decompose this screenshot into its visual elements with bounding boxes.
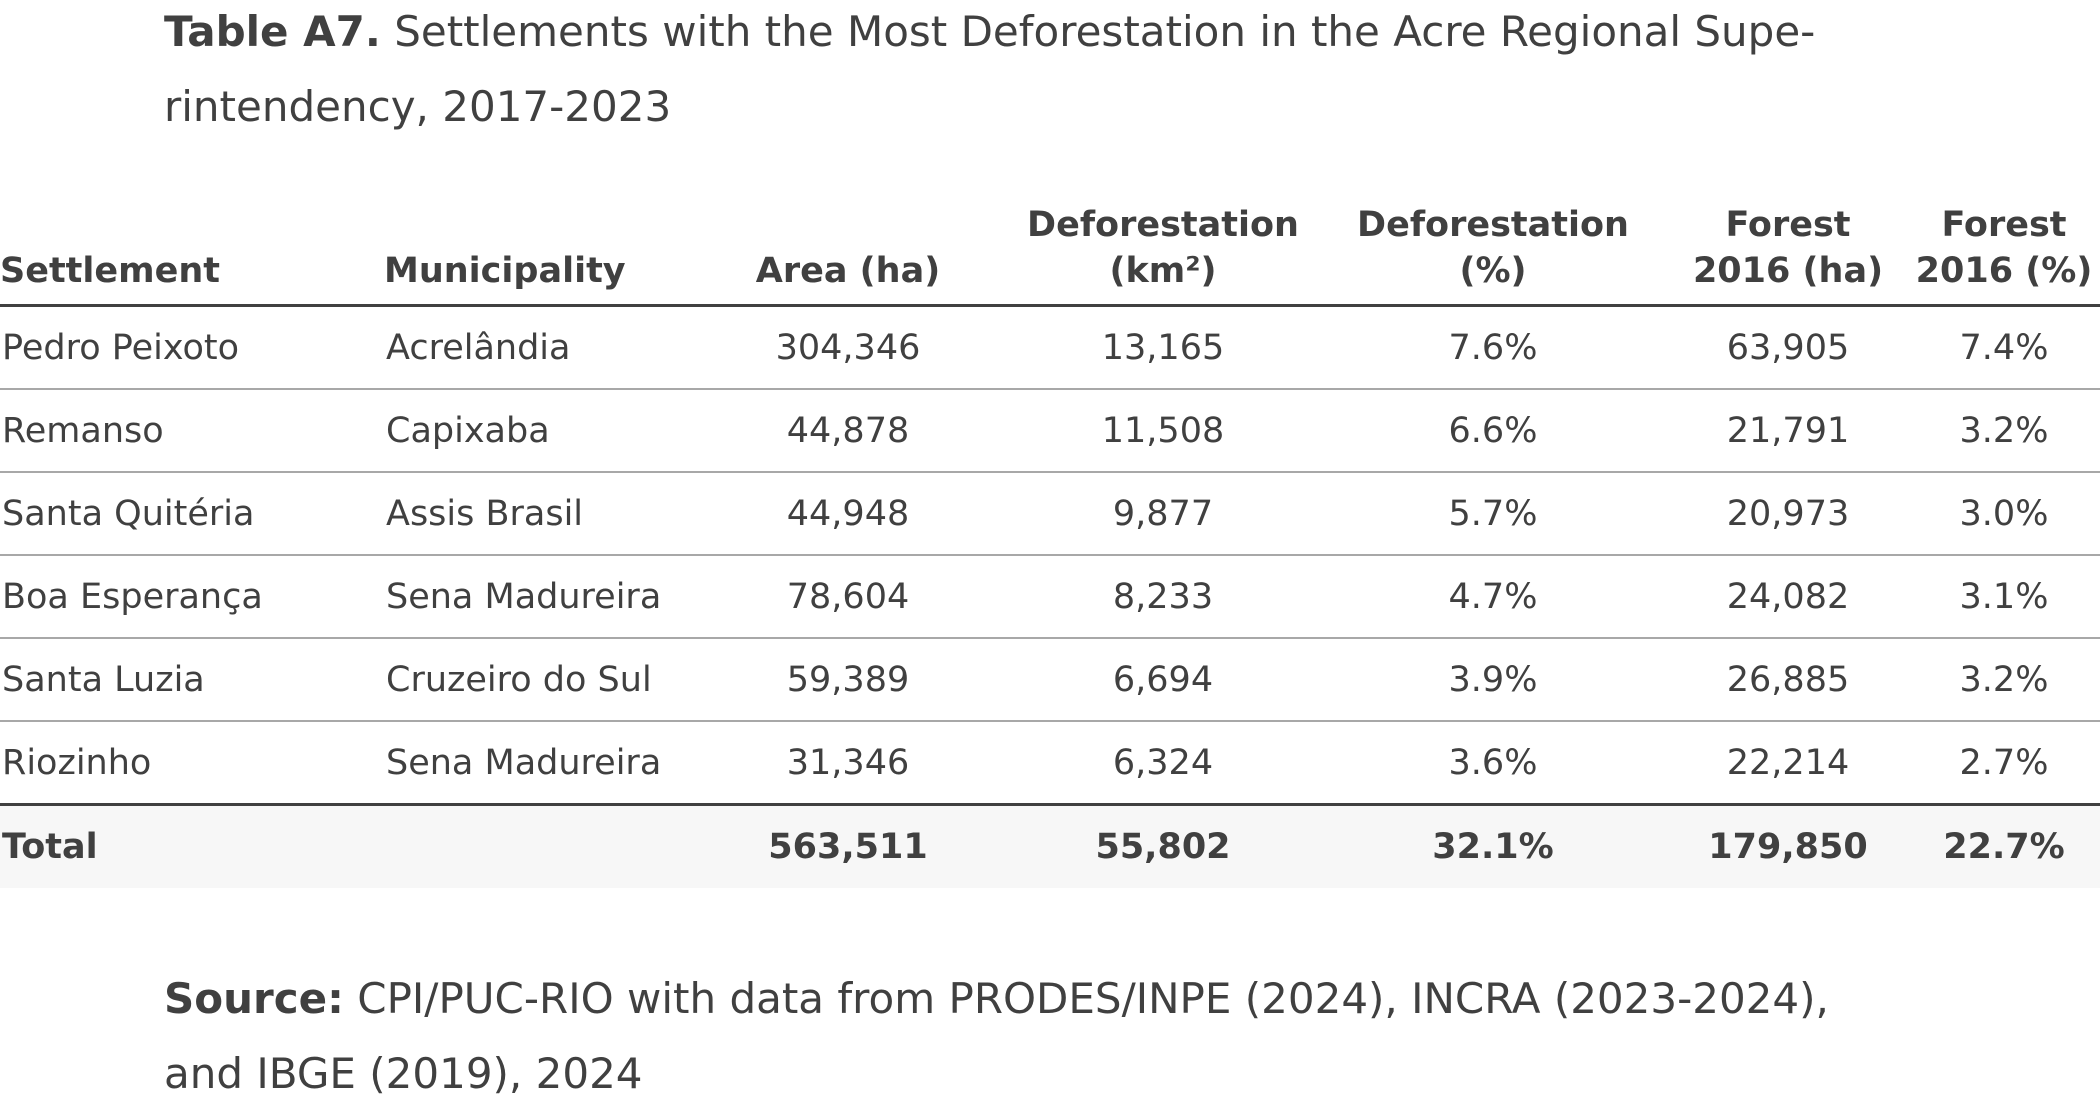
cell-settlement: Riozinho <box>0 721 384 806</box>
cell-municipality: Acrelândia <box>384 305 688 390</box>
cell-municipality: Assis Brasil <box>384 472 688 556</box>
cell-municipality: Capixaba <box>384 389 688 473</box>
header-area: Area (ha) <box>688 190 1008 307</box>
total-row: Total 563,511 55,802 32.1% 179,850 22.7% <box>0 804 2100 888</box>
cell-area: 59,389 <box>688 638 1008 722</box>
cell-deforestation-pct: 7.6% <box>1318 305 1668 390</box>
cell-deforestation-km2: 6,324 <box>1008 721 1318 806</box>
cell-forest-pct: 3.2% <box>1908 389 2100 473</box>
cell-settlement: Remanso <box>0 389 384 473</box>
header-municipality: Municipality <box>384 190 688 307</box>
table-row: Remanso Capixaba 44,878 11,508 6.6% 21,7… <box>0 389 2100 473</box>
caption-title-part-2: rintendency, 2017-2023 <box>164 82 672 131</box>
header-settlement: Settlement <box>0 190 384 307</box>
total-forest-ha: 179,850 <box>1668 804 1908 888</box>
cell-forest-pct: 2.7% <box>1908 721 2100 806</box>
cell-deforestation-km2: 9,877 <box>1008 472 1318 556</box>
cell-area: 78,604 <box>688 555 1008 639</box>
cell-forest-pct: 3.2% <box>1908 638 2100 722</box>
cell-municipality: Cruzeiro do Sul <box>384 638 688 722</box>
settlements-table: Settlement Municipality Area (ha) Defore… <box>0 190 2100 888</box>
cell-deforestation-pct: 5.7% <box>1318 472 1668 556</box>
cell-area: 44,878 <box>688 389 1008 473</box>
data-table-container: Settlement Municipality Area (ha) Defore… <box>0 190 2100 888</box>
table-row: Santa Quitéria Assis Brasil 44,948 9,877… <box>0 472 2100 556</box>
cell-area: 44,948 <box>688 472 1008 556</box>
table-header: Settlement Municipality Area (ha) Defore… <box>0 190 2100 307</box>
cell-forest-pct: 3.1% <box>1908 555 2100 639</box>
header-deforestation-km2: Deforestation (km²) <box>1008 190 1318 307</box>
source-line-1: Source: CPI/PUC-RIO with data from PRODE… <box>164 961 1964 1036</box>
cell-forest-ha: 24,082 <box>1668 555 1908 639</box>
table-footer: Total 563,511 55,802 32.1% 179,850 22.7% <box>0 804 2100 888</box>
cell-forest-ha: 63,905 <box>1668 305 1908 390</box>
table-row: Santa Luzia Cruzeiro do Sul 59,389 6,694… <box>0 638 2100 722</box>
cell-forest-ha: 20,973 <box>1668 472 1908 556</box>
table-row: Riozinho Sena Madureira 31,346 6,324 3.6… <box>0 721 2100 806</box>
source-text-part-2: and IBGE (2019), 2024 <box>164 1049 643 1098</box>
header-row: Settlement Municipality Area (ha) Defore… <box>0 190 2100 307</box>
cell-deforestation-km2: 13,165 <box>1008 305 1318 390</box>
table-caption: Table A7. Settlements with the Most Defo… <box>164 0 1964 144</box>
cell-forest-ha: 22,214 <box>1668 721 1908 806</box>
cell-deforestation-pct: 4.7% <box>1318 555 1668 639</box>
cell-deforestation-km2: 11,508 <box>1008 389 1318 473</box>
caption-title-part-1: Settlements with the Most Deforestation … <box>394 7 1816 56</box>
cell-settlement: Santa Luzia <box>0 638 384 722</box>
cell-settlement: Santa Quitéria <box>0 472 384 556</box>
table-row: Pedro Peixoto Acrelândia 304,346 13,165 … <box>0 305 2100 390</box>
cell-deforestation-pct: 3.9% <box>1318 638 1668 722</box>
caption-line-1: Table A7. Settlements with the Most Defo… <box>164 0 1964 69</box>
cell-area: 31,346 <box>688 721 1008 806</box>
cell-settlement: Pedro Peixoto <box>0 305 384 390</box>
cell-municipality: Sena Madureira <box>384 555 688 639</box>
cell-forest-ha: 26,885 <box>1668 638 1908 722</box>
total-label: Total <box>0 804 384 888</box>
cell-deforestation-km2: 6,694 <box>1008 638 1318 722</box>
cell-deforestation-pct: 6.6% <box>1318 389 1668 473</box>
total-municipality-empty <box>384 804 688 888</box>
total-deforestation-pct: 32.1% <box>1318 804 1668 888</box>
caption-label: Table A7. <box>164 7 381 56</box>
cell-deforestation-km2: 8,233 <box>1008 555 1318 639</box>
total-forest-pct: 22.7% <box>1908 804 2100 888</box>
cell-forest-pct: 3.0% <box>1908 472 2100 556</box>
source-label: Source: <box>164 974 344 1023</box>
total-area: 563,511 <box>688 804 1008 888</box>
cell-municipality: Sena Madureira <box>384 721 688 806</box>
cell-settlement: Boa Esperança <box>0 555 384 639</box>
cell-forest-pct: 7.4% <box>1908 305 2100 390</box>
header-deforestation-pct: Deforestation (%) <box>1318 190 1668 307</box>
cell-deforestation-pct: 3.6% <box>1318 721 1668 806</box>
cell-forest-ha: 21,791 <box>1668 389 1908 473</box>
header-forest-ha: Forest 2016 (ha) <box>1668 190 1908 307</box>
table-body: Pedro Peixoto Acrelândia 304,346 13,165 … <box>0 305 2100 806</box>
source-note: Source: CPI/PUC-RIO with data from PRODE… <box>164 961 1964 1111</box>
source-text-part-1: CPI/PUC-RIO with data from PRODES/INPE (… <box>357 974 1829 1023</box>
total-deforestation-km2: 55,802 <box>1008 804 1318 888</box>
header-forest-pct: Forest 2016 (%) <box>1908 190 2100 307</box>
table-row: Boa Esperança Sena Madureira 78,604 8,23… <box>0 555 2100 639</box>
cell-area: 304,346 <box>688 305 1008 390</box>
